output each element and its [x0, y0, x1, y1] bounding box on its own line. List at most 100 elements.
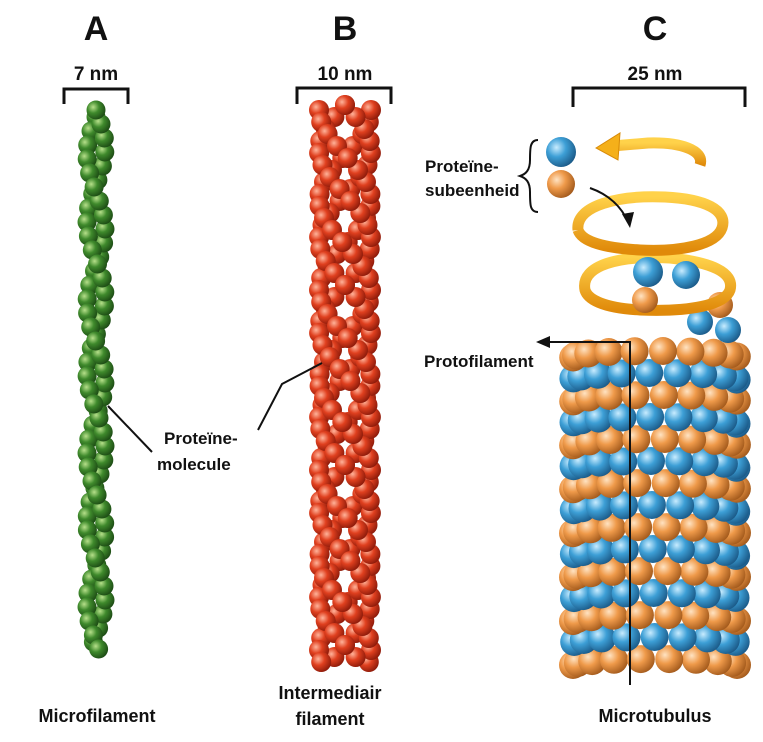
- tubulin-bead: [639, 579, 668, 607]
- microfilament-bead: [77, 289, 97, 309]
- tubulin-bead: [626, 645, 655, 674]
- tubulin-bead: [679, 513, 708, 542]
- intermediate-filament-bead: [332, 412, 353, 432]
- tubulin-bead: [687, 309, 713, 335]
- microfilament-bead: [77, 366, 97, 386]
- tubulin-bead: [702, 559, 731, 587]
- tubulin-bead: [678, 425, 707, 454]
- tubulin-bead: [680, 557, 709, 586]
- helix-ribbon-top: [611, 137, 707, 167]
- tubulin-bead: [586, 536, 615, 565]
- subunit-on-helix: [672, 261, 700, 289]
- panel-letter-c: C: [643, 10, 668, 48]
- microfilament-bead: [77, 212, 97, 232]
- subunit-brace: [516, 139, 539, 213]
- intermediate-filament-bead: [340, 551, 361, 571]
- microfilament-bead: [86, 331, 106, 351]
- tubulin-bead: [611, 579, 640, 608]
- microfilament-bead: [95, 436, 115, 456]
- microfilament-bead: [84, 394, 104, 414]
- tubulin-bead: [692, 536, 720, 565]
- tubulin-bead: [612, 623, 641, 652]
- intermediate-filament-bead: [311, 652, 332, 672]
- tubulin-bead: [607, 359, 636, 388]
- caption-intermediate-line2: filament: [295, 709, 364, 729]
- microfilament-bead: [95, 527, 115, 547]
- caption-microfilament: Microfilament: [38, 706, 155, 726]
- scale-label-a: 7 nm: [74, 64, 118, 85]
- protofilament-label: Protofilament: [424, 352, 534, 371]
- tubulin-bead: [575, 471, 604, 500]
- intermediate-filament-bead: [337, 508, 358, 528]
- tubulin-bead: [666, 491, 695, 520]
- tubulin-bead: [691, 492, 720, 521]
- tubulin-bead: [624, 513, 653, 542]
- tubulin-bead: [677, 381, 706, 410]
- caption-intermediate-line1: Intermediair: [278, 683, 381, 703]
- microfilament-bead: [95, 590, 115, 610]
- tubulin-bead: [664, 403, 693, 432]
- tubulin-bead: [636, 403, 665, 431]
- microfilament-bead: [86, 100, 106, 120]
- helix-arrowhead: [595, 132, 621, 161]
- panel-letter-b: B: [333, 10, 358, 48]
- microfilament-bead: [79, 429, 99, 449]
- microfilament-bead: [78, 583, 98, 603]
- tubulin-bead: [587, 580, 616, 609]
- microfilament-bead: [77, 149, 97, 169]
- tubulin-bead: [585, 448, 614, 477]
- tubulin-bead: [578, 647, 607, 676]
- helix-ribbon-upper: [572, 191, 729, 256]
- tubulin-bead: [652, 513, 681, 542]
- microfilament-bead: [84, 177, 104, 197]
- intermediate-filament-bead: [361, 100, 381, 120]
- microfilament-bead: [77, 597, 97, 617]
- microfilament-bead: [85, 548, 105, 568]
- tubulin-bead: [665, 447, 694, 476]
- tubulin-bead: [663, 359, 692, 388]
- tubulin-bead: [574, 339, 603, 368]
- helix-ribbon-lower: [579, 252, 737, 316]
- panel-letter-a: A: [84, 10, 109, 48]
- intermediate-filament-bead: [337, 148, 358, 168]
- tubulin-bead: [682, 645, 710, 674]
- tubulin-bead: [625, 601, 654, 630]
- protein-molecule-label-line2: molecule: [157, 455, 231, 474]
- tubulin-bead: [600, 645, 628, 674]
- subunit-orange-free: [547, 170, 575, 198]
- tubulin-bead: [598, 557, 627, 586]
- tubulin-bead: [690, 448, 719, 477]
- tubulin-bead: [689, 404, 718, 433]
- tubulin-bead: [701, 470, 730, 499]
- protein-molecule-leader-a: [107, 405, 153, 453]
- tubulin-bead: [625, 557, 653, 586]
- microfilament-strand: [77, 100, 115, 659]
- intermediate-filament-bead: [332, 592, 353, 612]
- tubulin-bead: [666, 535, 695, 564]
- subunit-on-helix: [632, 287, 658, 313]
- tubulin-bead: [678, 469, 707, 498]
- tubulin-bead: [596, 469, 625, 498]
- tubulin-bead: [595, 382, 624, 410]
- tubulin-bead: [584, 404, 613, 433]
- tubulin-bead: [574, 383, 603, 412]
- scale-bracket-b: [295, 86, 393, 104]
- tubulin-bead: [715, 317, 741, 343]
- tubulin-bead: [703, 603, 732, 632]
- microfilament-bead: [95, 142, 115, 162]
- microfilament-bead: [94, 450, 114, 470]
- intermediate-filament-bead: [335, 275, 355, 295]
- microfilament-bead: [89, 639, 109, 659]
- tubulin-bead: [575, 427, 604, 456]
- microtubule: [546, 132, 751, 679]
- tubulin-bead: [655, 645, 684, 674]
- tubulin-bead: [577, 559, 605, 588]
- tubulin-bead: [654, 601, 683, 630]
- protein-molecule-leader-b: [257, 362, 323, 431]
- tubulin-bead: [597, 513, 626, 542]
- caption-microtubule: Microtubulus: [599, 706, 712, 726]
- microfilament-bead: [77, 443, 97, 463]
- tubulin-bead: [700, 426, 729, 455]
- tubulin-bead: [650, 425, 679, 453]
